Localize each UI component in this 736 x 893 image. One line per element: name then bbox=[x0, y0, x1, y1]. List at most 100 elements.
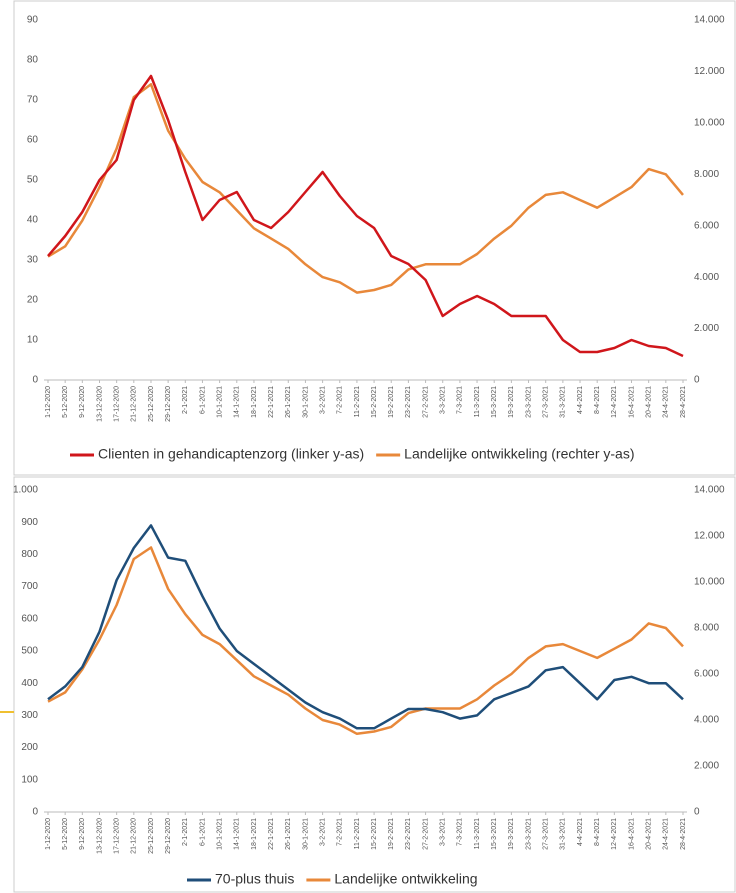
y-tick-label: 800 bbox=[21, 549, 38, 560]
x-tick-label: 17-12-2020 bbox=[113, 818, 120, 854]
x-tick-label: 26-1-2021 bbox=[285, 818, 292, 850]
y-tick-label: 60 bbox=[27, 135, 39, 146]
x-tick-label: 15-3-2021 bbox=[491, 386, 498, 418]
x-tick-label: 5-12-2020 bbox=[62, 386, 69, 418]
y-tick-label: 10.000 bbox=[694, 577, 725, 588]
y-tick-label: 80 bbox=[27, 55, 39, 66]
series-line bbox=[47, 74, 684, 358]
x-tick-label: 10-1-2021 bbox=[216, 386, 223, 418]
y-tick-label: 2.000 bbox=[694, 323, 719, 334]
x-tick-label: 4-4-2021 bbox=[577, 386, 584, 414]
y-tick-label: 1.000 bbox=[13, 485, 38, 496]
x-tick-label: 19-2-2021 bbox=[388, 386, 395, 418]
x-tick-label: 7-3-2021 bbox=[457, 386, 464, 414]
x-tick-label: 23-2-2021 bbox=[405, 386, 412, 418]
x-tick-label: 7-3-2021 bbox=[457, 818, 464, 846]
y-tick-label: 100 bbox=[21, 774, 38, 785]
x-tick-label: 19-3-2021 bbox=[508, 818, 515, 850]
x-tick-label: 9-12-2020 bbox=[79, 386, 86, 418]
x-tick-label: 19-3-2021 bbox=[508, 386, 515, 418]
y-tick-label: 10 bbox=[27, 335, 39, 346]
x-tick-label: 2-1-2021 bbox=[182, 386, 189, 414]
x-tick-label: 27-3-2021 bbox=[543, 386, 550, 418]
y-tick-label: 20 bbox=[27, 295, 39, 306]
x-tick-label: 11-2-2021 bbox=[354, 386, 361, 418]
x-tick-label: 26-1-2021 bbox=[285, 386, 292, 418]
x-tick-label: 10-1-2021 bbox=[216, 818, 223, 850]
x-tick-label: 11-3-2021 bbox=[474, 386, 481, 418]
y-tick-label: 8.000 bbox=[694, 623, 719, 634]
x-tick-label: 6-1-2021 bbox=[199, 386, 206, 414]
y-tick-label: 0 bbox=[694, 375, 700, 386]
legend-label: Landelijke ontwikkeling bbox=[334, 871, 477, 887]
x-tick-label: 4-4-2021 bbox=[577, 818, 584, 846]
y-tick-label: 300 bbox=[21, 710, 38, 721]
chart-frame bbox=[13, 0, 736, 476]
x-tick-label: 19-2-2021 bbox=[388, 818, 395, 850]
y-tick-label: 6.000 bbox=[694, 220, 719, 231]
y-tick-label: 6.000 bbox=[694, 669, 719, 680]
x-tick-label: 29-12-2020 bbox=[165, 818, 172, 854]
x-tick-label: 22-1-2021 bbox=[268, 386, 275, 418]
x-tick-label: 12-4-2021 bbox=[611, 386, 618, 418]
x-tick-label: 8-4-2021 bbox=[594, 818, 601, 846]
x-tick-label: 6-1-2021 bbox=[199, 818, 206, 846]
x-tick-label: 27-2-2021 bbox=[422, 818, 429, 850]
y-tick-label: 14.000 bbox=[694, 485, 725, 496]
y-tick-label: 12.000 bbox=[694, 66, 725, 77]
series-line bbox=[47, 83, 684, 294]
y-tick-label: 500 bbox=[21, 646, 38, 657]
x-tick-label: 16-4-2021 bbox=[628, 386, 635, 418]
x-tick-label: 13-12-2020 bbox=[96, 818, 103, 854]
x-tick-label: 27-3-2021 bbox=[543, 818, 550, 850]
x-tick-label: 3-2-2021 bbox=[319, 818, 326, 846]
x-tick-label: 18-1-2021 bbox=[251, 818, 258, 850]
legend-label: Clienten in gehandicaptenzorg (linker y-… bbox=[98, 446, 364, 462]
x-tick-label: 27-2-2021 bbox=[422, 386, 429, 418]
y-tick-label: 0 bbox=[32, 807, 38, 818]
y-tick-label: 14.000 bbox=[694, 15, 725, 26]
y-tick-label: 200 bbox=[21, 742, 38, 753]
x-tick-label: 31-3-2021 bbox=[560, 818, 567, 850]
x-tick-label: 18-1-2021 bbox=[251, 386, 258, 418]
y-tick-label: 0 bbox=[32, 375, 38, 386]
x-tick-label: 3-3-2021 bbox=[440, 386, 447, 414]
series-line bbox=[47, 546, 684, 736]
x-tick-label: 20-4-2021 bbox=[646, 818, 653, 850]
x-tick-label: 9-12-2020 bbox=[79, 818, 86, 850]
x-tick-label: 14-1-2021 bbox=[234, 818, 241, 850]
x-tick-label: 23-3-2021 bbox=[525, 818, 532, 850]
y-tick-label: 12.000 bbox=[694, 531, 725, 542]
x-tick-label: 8-4-2021 bbox=[594, 386, 601, 414]
x-tick-label: 30-1-2021 bbox=[302, 818, 309, 850]
x-tick-label: 3-2-2021 bbox=[319, 386, 326, 414]
x-tick-label: 22-1-2021 bbox=[268, 818, 275, 850]
x-tick-label: 21-12-2020 bbox=[131, 818, 138, 854]
x-tick-label: 15-2-2021 bbox=[371, 386, 378, 418]
x-tick-label: 7-2-2021 bbox=[337, 386, 344, 414]
x-tick-label: 1-12-2020 bbox=[45, 386, 52, 418]
y-tick-label: 8.000 bbox=[694, 169, 719, 180]
x-tick-label: 3-3-2021 bbox=[440, 818, 447, 846]
x-tick-label: 12-4-2021 bbox=[611, 818, 618, 850]
series-line bbox=[47, 524, 684, 730]
x-tick-label: 15-2-2021 bbox=[371, 818, 378, 850]
x-tick-label: 11-3-2021 bbox=[474, 818, 481, 850]
x-tick-label: 23-3-2021 bbox=[525, 386, 532, 418]
y-tick-label: 0 bbox=[694, 807, 700, 818]
x-tick-label: 25-12-2020 bbox=[148, 386, 155, 422]
x-tick-label: 13-12-2020 bbox=[96, 386, 103, 422]
y-tick-label: 700 bbox=[21, 581, 38, 592]
x-tick-label: 23-2-2021 bbox=[405, 818, 412, 850]
y-tick-label: 10.000 bbox=[694, 117, 725, 128]
y-tick-label: 30 bbox=[27, 255, 39, 266]
x-tick-label: 31-3-2021 bbox=[560, 386, 567, 418]
x-tick-label: 14-1-2021 bbox=[234, 386, 241, 418]
x-tick-label: 7-2-2021 bbox=[337, 818, 344, 846]
x-tick-label: 24-4-2021 bbox=[663, 386, 670, 418]
y-tick-label: 4.000 bbox=[694, 715, 719, 726]
y-tick-label: 70 bbox=[27, 95, 39, 106]
x-tick-label: 1-12-2020 bbox=[45, 818, 52, 850]
x-tick-label: 16-4-2021 bbox=[628, 818, 635, 850]
